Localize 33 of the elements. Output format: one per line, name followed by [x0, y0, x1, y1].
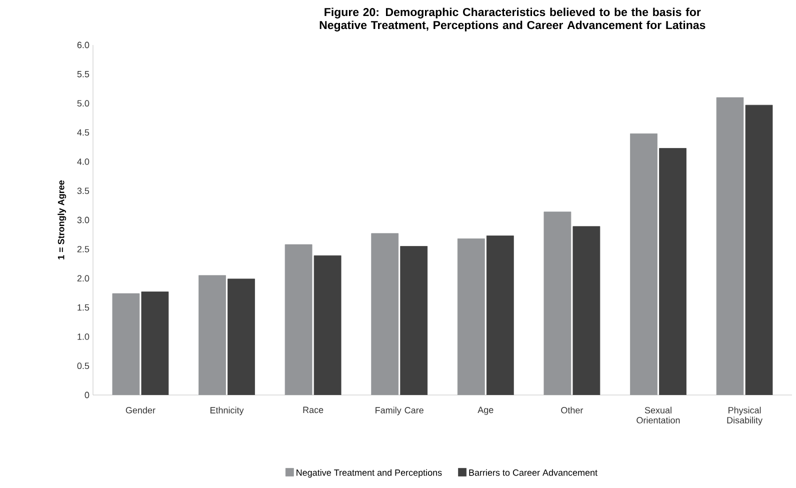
y-tick-label: 3.0 [77, 216, 90, 224]
legend-label: Barriers to Career Advancement [469, 469, 598, 476]
y-tick-label: 2.0 [77, 275, 90, 282]
x-tick-label: Gender [126, 406, 156, 414]
chart-title: Figure 20: Demographic Characteristics believed to be the basis for Negative Treatment, Perceptions and Career Advancement for Latinas [320, 8, 706, 32]
y-tick-label: 3.5 [77, 188, 90, 194]
y-tick-label: 6.0 [77, 42, 90, 48]
y-tick-label: 0 [84, 392, 90, 398]
y-tick-label: 2.5 [77, 246, 90, 252]
bar [141, 292, 169, 395]
y-tick-label: 4.0 [77, 158, 90, 165]
bar [572, 226, 600, 395]
x-tick-label: Family Care [376, 406, 424, 416]
x-tick-label: Race [303, 406, 324, 414]
y-tick-label: 0.5 [77, 362, 90, 370]
y-tick-label: 5.5 [77, 71, 90, 78]
bar [228, 278, 255, 395]
x-tick-label: Age [478, 406, 494, 415]
x-tick-label: Sexual Orientation [636, 406, 680, 424]
y-tick-label: 1.0 [78, 333, 90, 340]
bar [314, 255, 342, 395]
bar [745, 104, 773, 395]
y-axis-title: 1 = Strongly Agree [58, 180, 66, 260]
x-tick-label: Ethnicity [210, 406, 244, 416]
legend-label: Negative Treatment and Perceptions [296, 469, 442, 478]
bar [659, 148, 686, 395]
bar [400, 246, 428, 395]
x-tick-label: Other [561, 406, 584, 414]
y-tick-label: 1.5 [78, 304, 90, 311]
x-tick-label: Physical Disability [727, 406, 763, 426]
y-tick-label: 5.0 [77, 100, 90, 107]
y-tick-label: 4.5 [77, 129, 90, 136]
bar [486, 236, 514, 395]
